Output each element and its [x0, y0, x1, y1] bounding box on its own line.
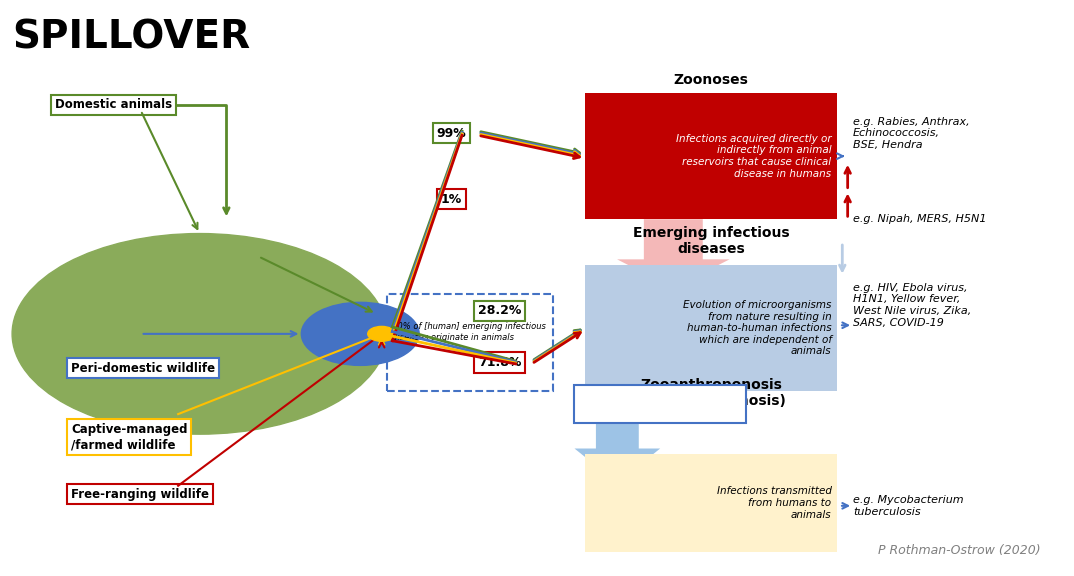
Text: e.g. Mycobacterium
tuberculosis: e.g. Mycobacterium tuberculosis — [853, 495, 963, 517]
Circle shape — [367, 327, 395, 342]
Text: SPILLOVER: SPILLOVER — [12, 18, 250, 56]
Text: Infections transmitted
from humans to
animals: Infections transmitted from humans to an… — [716, 486, 831, 520]
Polygon shape — [575, 391, 661, 483]
FancyBboxPatch shape — [585, 265, 837, 391]
FancyBboxPatch shape — [575, 385, 745, 423]
Circle shape — [12, 233, 387, 434]
Polygon shape — [618, 219, 729, 288]
Circle shape — [302, 302, 419, 365]
Text: e.g. Nipah, MERS, H5N1: e.g. Nipah, MERS, H5N1 — [853, 214, 987, 224]
FancyBboxPatch shape — [585, 93, 837, 219]
Text: 60% of [human] emerging infectious
diseases originate in animals: 60% of [human] emerging infectious disea… — [392, 323, 547, 342]
Text: Zooanthroponosis
(Reverse zoonosis): Zooanthroponosis (Reverse zoonosis) — [637, 378, 785, 408]
Text: 28.2%: 28.2% — [478, 305, 521, 317]
Text: e.g. HIV, Ebola virus,
H1N1, Yellow fever,
West Nile virus, Zika,
SARS, COVID-19: e.g. HIV, Ebola virus, H1N1, Yellow feve… — [853, 283, 971, 328]
Text: Infections acquired directly or
indirectly from animal
reservoirs that cause cli: Infections acquired directly or indirect… — [676, 134, 831, 179]
Text: Evolution of microorganisms
from nature resulting in
human-to-human infections
w: Evolution of microorganisms from nature … — [683, 300, 831, 357]
Text: 99%: 99% — [436, 127, 466, 140]
Text: Peri-domestic wildlife: Peri-domestic wildlife — [71, 362, 215, 375]
Text: Free-ranging wildlife: Free-ranging wildlife — [71, 488, 209, 501]
Text: 71.8%: 71.8% — [478, 356, 521, 369]
Text: 1%: 1% — [440, 192, 462, 206]
Text: e.g. Rabies, Anthrax,
Echinococcosis,
BSE, Hendra: e.g. Rabies, Anthrax, Echinococcosis, BS… — [853, 116, 970, 150]
Text: SARS-CoV-2: SARS-CoV-2 — [619, 397, 701, 411]
Text: Domestic animals: Domestic animals — [55, 98, 172, 111]
Text: Zoonoses: Zoonoses — [673, 73, 749, 88]
Text: Emerging infectious
diseases: Emerging infectious diseases — [633, 226, 789, 256]
Text: P Rothman-Ostrow (2020): P Rothman-Ostrow (2020) — [877, 544, 1041, 558]
Text: Captive-managed
/farmed wildlife: Captive-managed /farmed wildlife — [71, 423, 188, 451]
FancyBboxPatch shape — [585, 454, 837, 552]
